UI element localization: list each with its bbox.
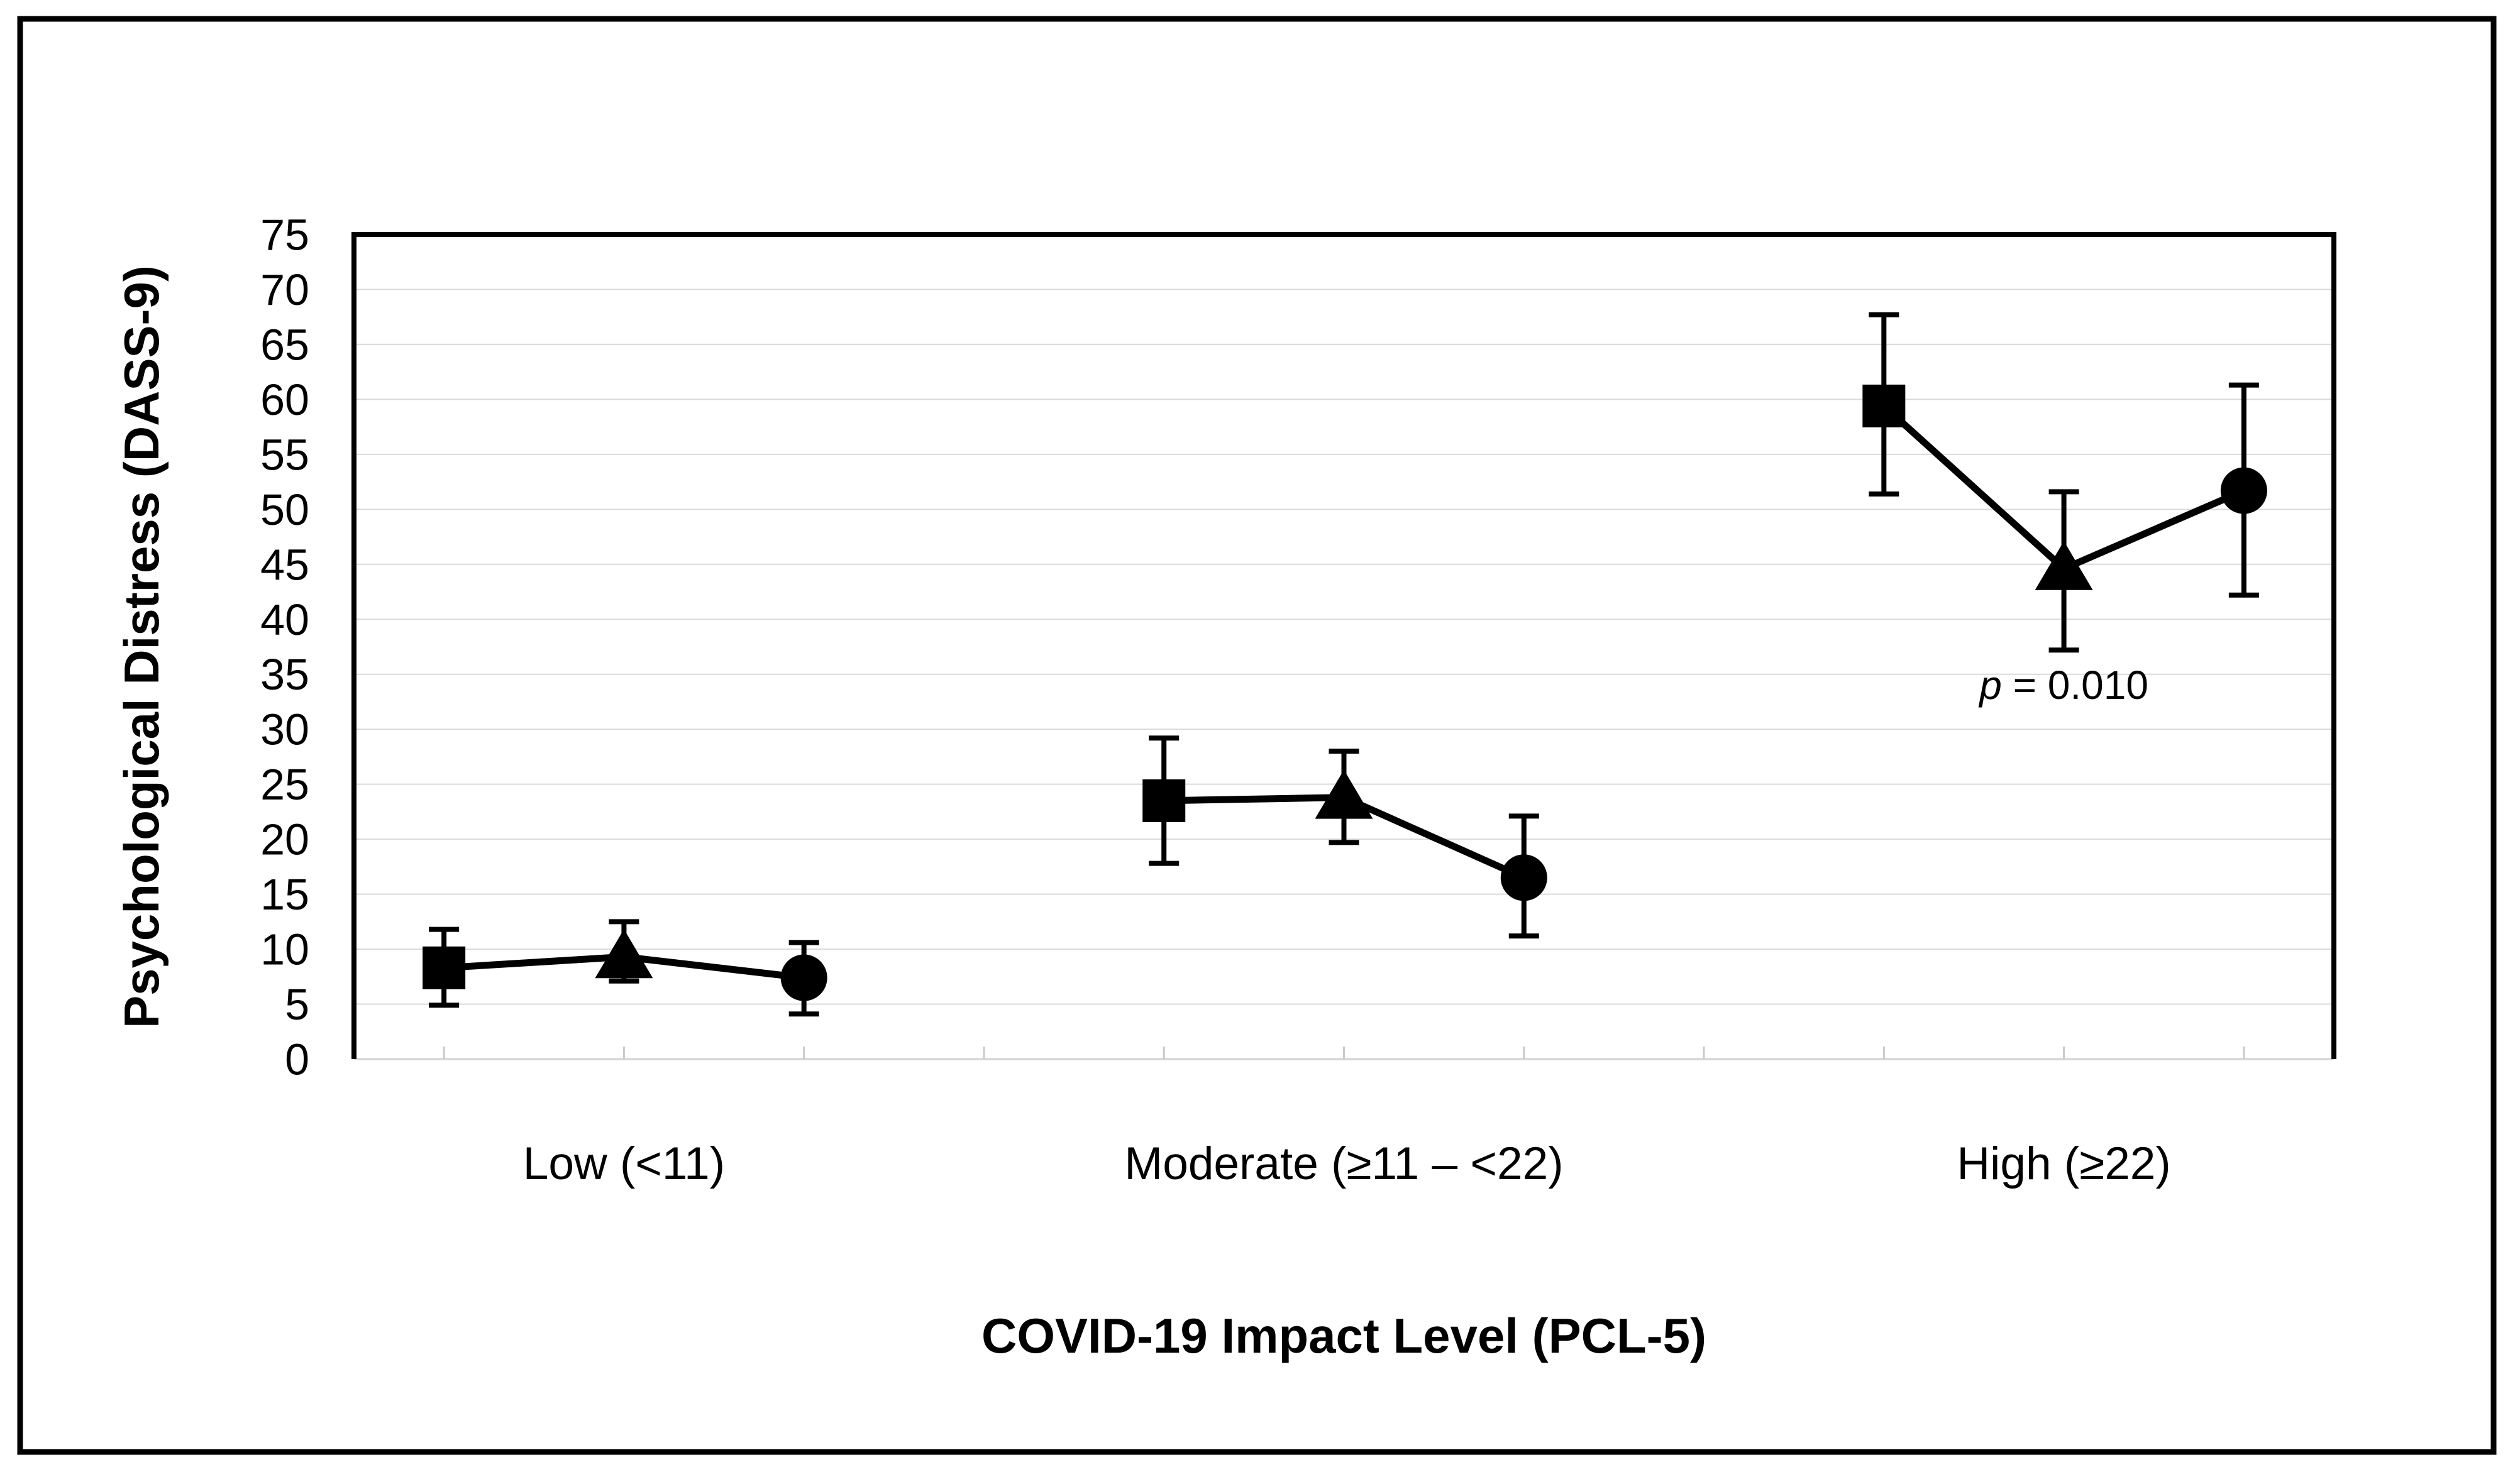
y-tick-label: 15 xyxy=(260,870,309,919)
data-point-triangle xyxy=(1315,769,1373,819)
data-point-square xyxy=(423,946,466,989)
y-tick-label: 30 xyxy=(260,705,309,754)
x-category-label: Low (<11) xyxy=(523,1138,725,1189)
y-tick-label: 50 xyxy=(260,485,309,534)
y-tick-label: 35 xyxy=(260,650,309,699)
y-tick-label: 70 xyxy=(260,265,309,314)
x-axis-title: COVID-19 Impact Level (PCL-5) xyxy=(981,1308,1706,1363)
plot-border xyxy=(351,232,2336,1059)
y-tick-label: 65 xyxy=(260,320,309,369)
y-tick-label: 40 xyxy=(260,595,309,644)
y-tick-label: 20 xyxy=(260,815,309,864)
data-point-circle xyxy=(2220,467,2267,514)
data-point-triangle xyxy=(595,929,653,979)
x-category-label: High (≥22) xyxy=(1957,1138,2170,1189)
x-category-label: Moderate (≥11 – <22) xyxy=(1124,1138,1563,1189)
y-tick-label: 45 xyxy=(260,540,309,589)
y-tick-label: 60 xyxy=(260,375,309,424)
y-tick-label: 75 xyxy=(260,211,309,260)
data-point-square xyxy=(1862,384,1906,427)
y-tick-label: 10 xyxy=(260,925,309,974)
data-point-circle xyxy=(1500,854,1547,901)
data-point-square xyxy=(1142,779,1186,822)
y-axis-title: Psychological Distress (DASS-9) xyxy=(114,265,169,1028)
y-tick-label: 55 xyxy=(260,430,309,479)
y-tick-label: 25 xyxy=(260,760,309,809)
chart-root: 0 5 10 15 20 25 30 35 40 45 50 55 60 65 70 75 Psychologi… xyxy=(17,16,2497,1455)
figure-border xyxy=(17,16,2497,1455)
data-point-circle xyxy=(780,954,827,1001)
data-point-triangle xyxy=(2035,541,2093,590)
p-value-annotation: p = 0.010 xyxy=(1978,662,2148,708)
y-tick-label: 5 xyxy=(285,980,309,1029)
y-tick-label: 0 xyxy=(285,1035,309,1084)
